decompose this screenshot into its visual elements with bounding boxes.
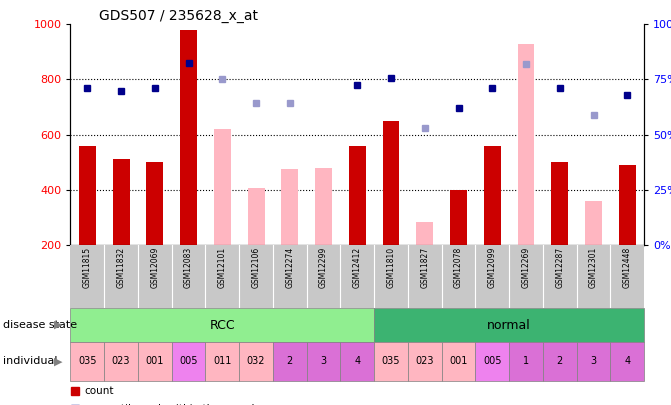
Bar: [611, 342, 644, 381]
Text: ▶: ▶: [54, 356, 62, 367]
Text: GSM12078: GSM12078: [454, 247, 463, 288]
Text: GSM11832: GSM11832: [117, 247, 125, 288]
Text: GSM12101: GSM12101: [218, 247, 227, 288]
Text: 3: 3: [321, 356, 327, 367]
Bar: [374, 342, 408, 381]
Text: 001: 001: [450, 356, 468, 367]
Text: 023: 023: [415, 356, 434, 367]
Bar: [476, 342, 509, 381]
Bar: [79, 146, 96, 245]
Bar: [543, 342, 576, 381]
Text: GSM12299: GSM12299: [319, 247, 328, 288]
Text: GSM12269: GSM12269: [521, 247, 531, 288]
Text: ▶: ▶: [54, 320, 62, 330]
Bar: [408, 342, 442, 381]
Text: GDS507 / 235628_x_at: GDS507 / 235628_x_at: [99, 9, 258, 23]
Bar: [70, 308, 374, 342]
Text: 005: 005: [483, 356, 501, 367]
Bar: [70, 342, 104, 381]
Text: 4: 4: [354, 356, 360, 367]
Text: GSM12099: GSM12099: [488, 247, 497, 288]
Bar: [248, 188, 264, 245]
Text: 023: 023: [112, 356, 130, 367]
Bar: [214, 129, 231, 245]
Bar: [382, 121, 399, 245]
Text: GSM11815: GSM11815: [83, 247, 92, 288]
Text: 2: 2: [557, 356, 563, 367]
Bar: [585, 201, 602, 245]
Bar: [172, 342, 205, 381]
Bar: [374, 308, 644, 342]
Text: 1: 1: [523, 356, 529, 367]
Bar: [146, 162, 163, 245]
Bar: [239, 342, 273, 381]
Text: GSM12301: GSM12301: [589, 247, 598, 288]
Bar: [113, 160, 130, 245]
Bar: [138, 342, 172, 381]
Text: 3: 3: [590, 356, 597, 367]
Bar: [104, 342, 138, 381]
Text: percentile rank within the sample: percentile rank within the sample: [85, 404, 260, 405]
Text: normal: normal: [487, 318, 531, 332]
Bar: [340, 342, 374, 381]
Text: disease state: disease state: [3, 320, 77, 330]
Bar: [552, 162, 568, 245]
Text: 4: 4: [624, 356, 630, 367]
Bar: [417, 222, 433, 245]
Bar: [509, 342, 543, 381]
Text: RCC: RCC: [209, 318, 235, 332]
Text: count: count: [85, 386, 114, 396]
Text: GSM11810: GSM11810: [386, 247, 396, 288]
Bar: [205, 342, 239, 381]
Bar: [273, 342, 307, 381]
Text: 005: 005: [179, 356, 198, 367]
Bar: [180, 30, 197, 245]
Bar: [349, 146, 366, 245]
Bar: [484, 146, 501, 245]
Text: GSM12412: GSM12412: [353, 247, 362, 288]
Text: GSM12083: GSM12083: [184, 247, 193, 288]
Text: 011: 011: [213, 356, 231, 367]
Text: individual: individual: [3, 356, 58, 367]
Bar: [307, 342, 340, 381]
Text: 032: 032: [247, 356, 265, 367]
Text: GSM12069: GSM12069: [150, 247, 159, 288]
Text: 001: 001: [146, 356, 164, 367]
Text: GSM12448: GSM12448: [623, 247, 632, 288]
Text: GSM12287: GSM12287: [556, 247, 564, 288]
Bar: [450, 190, 467, 245]
Text: GSM12106: GSM12106: [252, 247, 260, 288]
Bar: [619, 165, 635, 245]
Bar: [315, 168, 332, 245]
Bar: [517, 44, 535, 245]
Text: GSM11827: GSM11827: [420, 247, 429, 288]
Bar: [442, 342, 476, 381]
Bar: [281, 169, 298, 245]
Text: 2: 2: [287, 356, 293, 367]
Text: 035: 035: [382, 356, 401, 367]
Bar: [576, 342, 611, 381]
Text: 035: 035: [78, 356, 97, 367]
Text: GSM12274: GSM12274: [285, 247, 295, 288]
